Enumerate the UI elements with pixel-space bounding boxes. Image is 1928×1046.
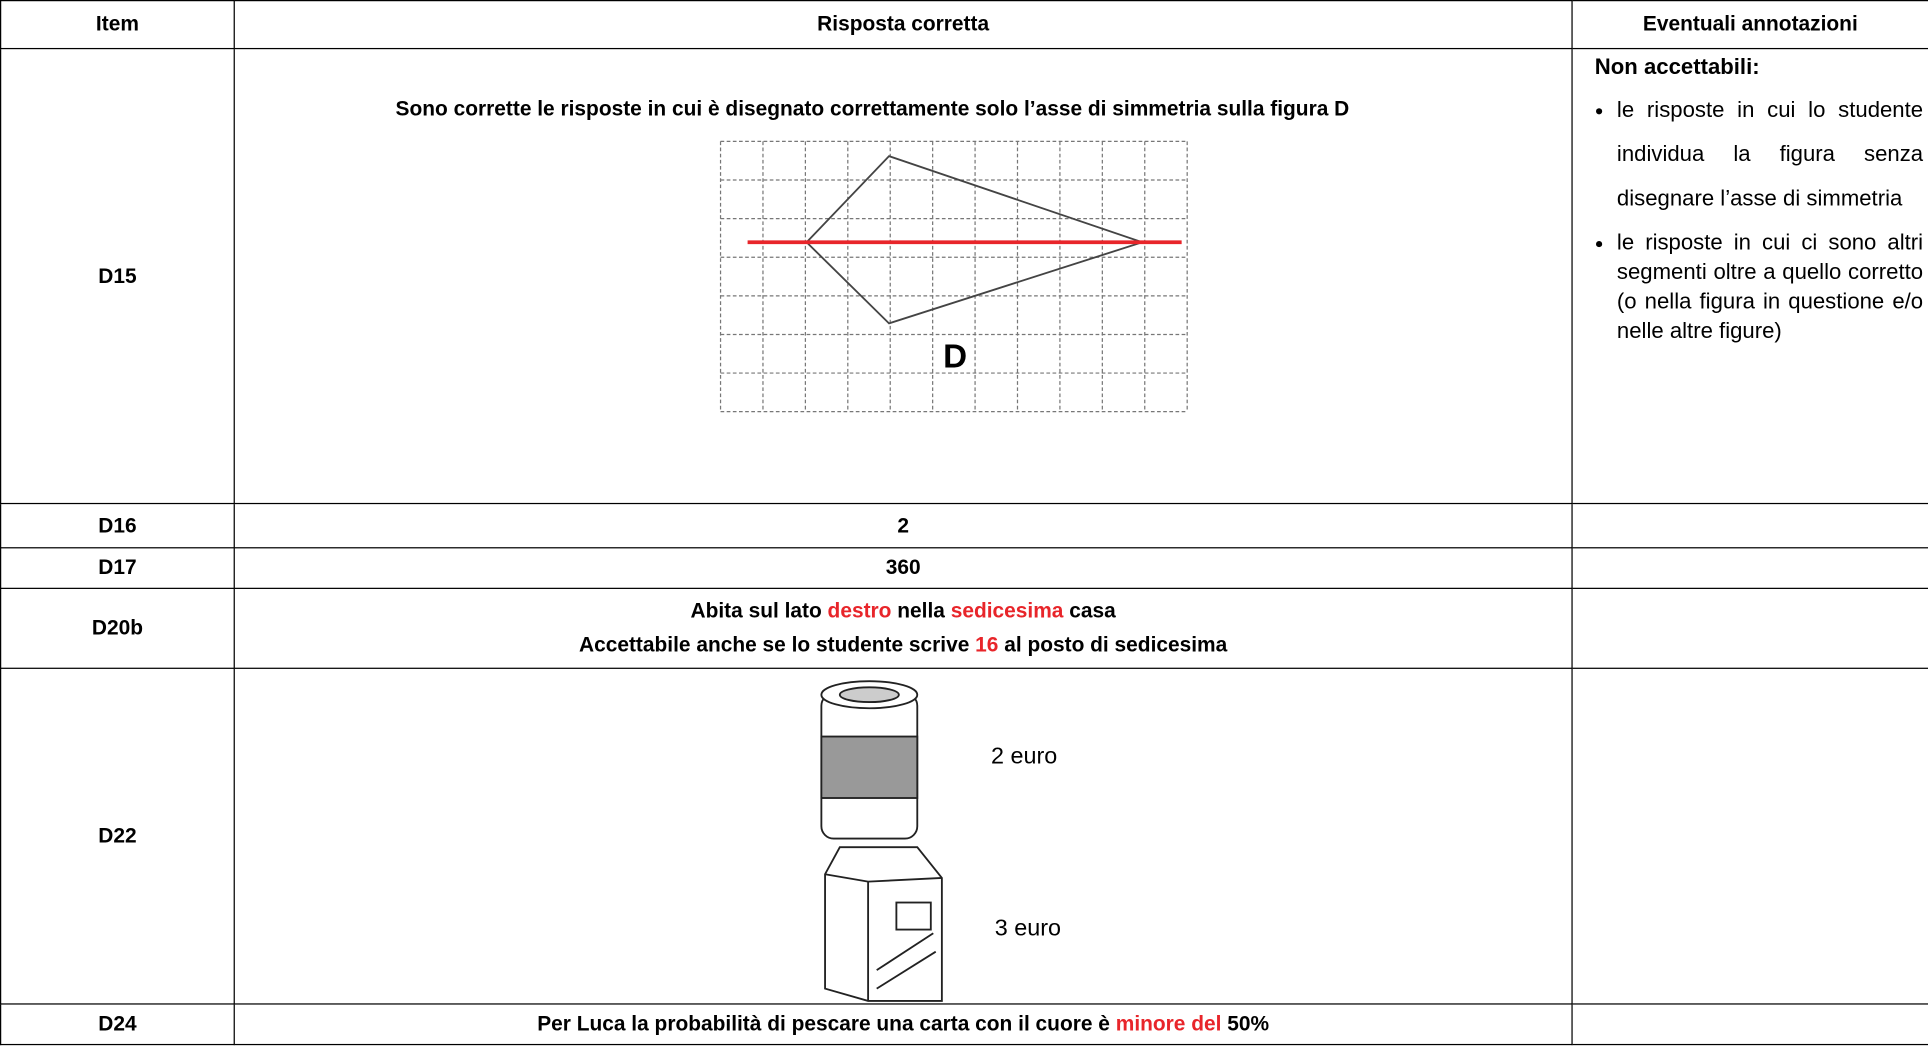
header-row: Item Risposta corretta Eventuali annotaz… bbox=[0, 0, 1928, 50]
item-cell: D20b bbox=[0, 587, 235, 669]
answer-cell: Abita sul lato destro nella sedicesima c… bbox=[233, 587, 1573, 669]
row: D22 2 euro 3 euro bbox=[0, 667, 1928, 1005]
note: le risposte in cui lo studente individua… bbox=[1617, 87, 1923, 220]
notes-cell bbox=[1571, 1003, 1928, 1046]
text-segment: Abita sul lato bbox=[690, 598, 828, 623]
grid bbox=[719, 140, 1188, 413]
text-segment: Accettabile anche se lo studente scrive bbox=[578, 633, 976, 657]
item-cell: D22 bbox=[0, 667, 235, 1005]
figure-label: D bbox=[943, 339, 967, 376]
item-cell: D16 bbox=[0, 502, 235, 549]
text-segment: minore del bbox=[1115, 1011, 1222, 1036]
answer-cell: 2 euro 3 euro bbox=[233, 667, 1573, 1005]
notes-cell bbox=[1571, 667, 1928, 1005]
notes-list: le risposte in cui lo studente individua… bbox=[1580, 87, 1923, 345]
row: D16 2 bbox=[0, 502, 1928, 549]
answer-cell: 360 bbox=[233, 547, 1573, 589]
header-cell: Risposta corretta bbox=[233, 0, 1573, 50]
price-label: 3 euro bbox=[995, 915, 1061, 941]
answer-text: Sono corrette le risposte in cui è diseg… bbox=[395, 97, 1350, 121]
answer-cell: Per Luca la probabilità di pescare una c… bbox=[233, 1003, 1573, 1046]
text-segment: Per Luca la probabilità di pescare una c… bbox=[537, 1011, 1116, 1036]
text-segment: destro bbox=[827, 598, 892, 623]
row: D20b Abita sul lato destro nella sedices… bbox=[0, 587, 1928, 669]
text-segment: 16 bbox=[975, 633, 999, 657]
notes-title: Non accettabili: bbox=[1594, 54, 1760, 79]
text-segment: 50% bbox=[1221, 1011, 1270, 1036]
header-cell: Eventuali annotazioni bbox=[1571, 0, 1928, 50]
text-segment: casa bbox=[1063, 598, 1116, 623]
answer-cell: 2 bbox=[233, 502, 1573, 549]
notes-cell bbox=[1571, 547, 1928, 589]
item-cell: D15 bbox=[0, 47, 235, 505]
notes-cell: Non accettabili: le risposte in cui lo s… bbox=[1571, 47, 1928, 505]
text-segment: sedicesima bbox=[950, 598, 1064, 623]
item-cell: D17 bbox=[0, 547, 235, 589]
notes-cell bbox=[1571, 502, 1928, 549]
item-cell: D24 bbox=[0, 1003, 235, 1046]
notes-cell bbox=[1571, 587, 1928, 669]
symmetry-figure: D bbox=[719, 140, 1188, 413]
note: le risposte in cui ci sono altri segment… bbox=[1617, 227, 1923, 345]
can bbox=[820, 680, 919, 840]
products-figure: 2 euro 3 euro bbox=[820, 680, 1061, 1002]
answer-line: Accettabile anche se lo studente scrive … bbox=[235, 628, 1572, 662]
answer-cell: Sono corrette le risposte in cui è diseg… bbox=[233, 47, 1573, 505]
row: D24 Per Luca la probabilità di pescare u… bbox=[0, 1003, 1928, 1046]
text-segment: nella bbox=[891, 598, 951, 623]
text-segment: al posto di sedicesima bbox=[998, 633, 1228, 657]
answer-line: Abita sul lato destro nella sedicesima c… bbox=[235, 594, 1572, 628]
milk-carton bbox=[824, 846, 943, 1002]
header-cell: Item bbox=[0, 0, 235, 50]
row: D17 360 bbox=[0, 547, 1928, 589]
price-label: 2 euro bbox=[991, 743, 1057, 769]
row: D15 Sono corrette le risposte in cui è d… bbox=[0, 47, 1928, 505]
